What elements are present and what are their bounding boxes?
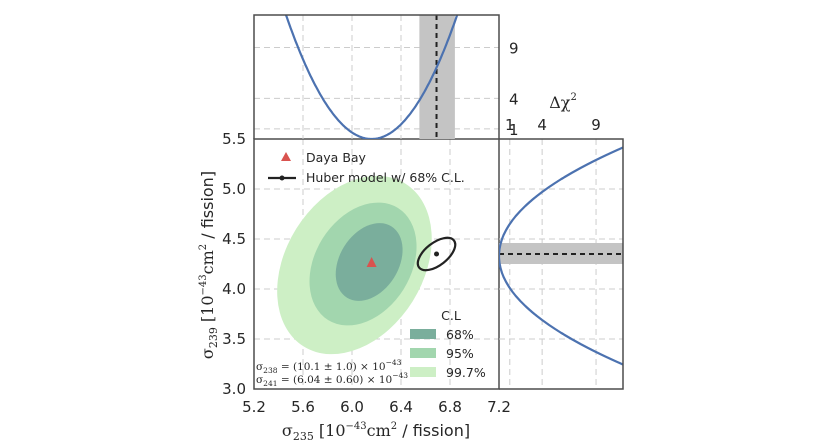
y-tick-label: 5.0 [222,180,246,198]
y-tick-label: 3.5 [222,330,246,348]
top-axes-frame [253,14,500,139]
right-band [499,243,623,264]
legend-cl-title: C.L [441,308,461,323]
legend-huber-label: Huber model w/ 68% C.L. [306,170,465,185]
x-tick-label: 5.2 [242,398,266,416]
legend-daya-bay-marker [281,152,291,161]
right-x-tick-label: 1 [505,116,515,134]
x-tick-label: 6.0 [340,398,364,416]
legend-cl-label: 95% [446,346,474,361]
daya-bay-marker [366,257,377,267]
y-tick-label: 5.5 [222,130,246,148]
x-tick-label: 7.2 [487,398,511,416]
main-plot-area [254,139,499,389]
right-x-tick-label: 4 [537,116,547,134]
x-tick-label: 6.4 [389,398,413,416]
huber-point [434,251,440,257]
delta-chi2-label: Δχ2 [549,92,577,112]
huber-ellipse [416,236,457,272]
legend-cl-swatch [410,329,436,339]
legend-cl-label: 99.7% [446,365,486,380]
y-axis-label: σ239 [10−43cm2 / fission] [198,171,220,359]
y-tick-label: 4.0 [222,280,246,298]
legend-daya-bay-label: Daya Bay [306,150,367,165]
top-panel: 1 4 9 [253,14,519,139]
annotation-241: σ241 = (6.04 ± 0.60) × 10−43 [256,371,408,388]
right-chi2-curve [499,146,623,366]
x-tick-label: 6.8 [438,398,462,416]
legend-huber-point [279,175,285,181]
y-tick-label: 4.5 [222,230,246,248]
top-plot-area [254,15,499,139]
right-axes-frame [499,138,624,390]
legend-cl-swatch [410,348,436,358]
top-chi2-curve [284,15,459,139]
x-tick-label: 5.6 [291,398,315,416]
y-tick-label: 3.0 [222,380,246,398]
right-plot-area [499,139,623,389]
top-y-tick-label: 4 [509,90,519,108]
legend-cl-label: 68% [446,327,474,342]
x-axis-label: σ235 [10−43cm2 / fission] [282,421,470,443]
main-panel: Daya Bay Huber model w/ 68% C.L. C.L 68% 95%… [222,130,511,416]
legend-cl-swatch [410,367,436,377]
right-x-tick-label: 9 [591,116,601,134]
top-y-tick-label: 1 [509,121,519,139]
top-y-tick-label: 9 [509,40,519,58]
annotation-238: σ238 = (10.1 ± 1.0) × 10−43 [256,358,402,375]
